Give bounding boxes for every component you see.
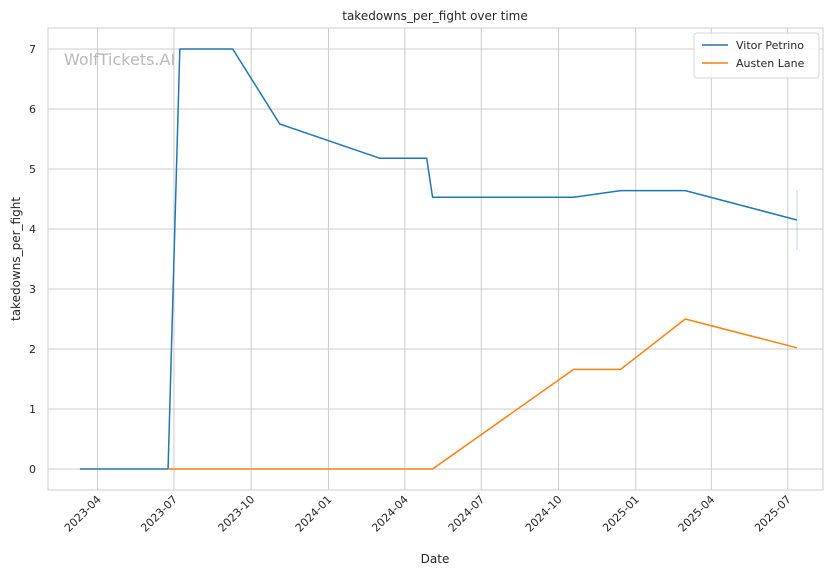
y-tick-label: 6 [29, 103, 36, 116]
legend: Vitor Petrino Austen Lane [693, 32, 820, 79]
plot-area-frame [47, 27, 824, 491]
series-line-austen-lane [168, 318, 798, 470]
y-tick-label: 4 [29, 223, 36, 236]
legend-label-austen-lane: Austen Lane [736, 57, 805, 70]
series-line-vitor-petrino [79, 48, 798, 470]
chart-title: takedowns_per_fight over time [342, 9, 528, 23]
y-tick-label: 0 [29, 463, 36, 476]
y-tick-label: 2 [29, 343, 36, 356]
legend-label-vitor-petrino: Vitor Petrino [736, 39, 804, 52]
y-axis-title: takedowns_per_fight [9, 197, 23, 321]
watermark: WolfTickets.AI [64, 50, 175, 69]
y-axis-tick-labels: 0 1 2 3 4 5 6 7 [29, 43, 36, 476]
y-tick-label: 1 [29, 403, 36, 416]
x-axis-title: Date [421, 552, 450, 566]
series-lines [79, 48, 798, 470]
y-tick-label: 5 [29, 163, 36, 176]
y-tick-label: 7 [29, 43, 36, 56]
y-tick-label: 3 [29, 283, 36, 296]
